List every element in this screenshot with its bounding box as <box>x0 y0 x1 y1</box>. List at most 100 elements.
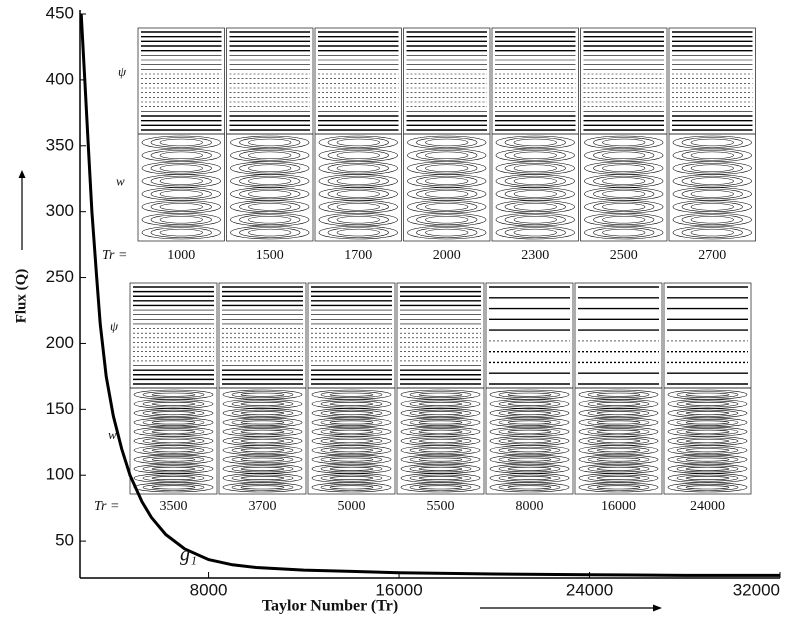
w-contour <box>409 391 472 399</box>
w-contour <box>239 214 301 225</box>
w-contour <box>685 476 730 481</box>
w-contour <box>507 466 552 471</box>
w-contour <box>320 483 383 491</box>
w-contour <box>240 476 285 481</box>
w-contour <box>151 439 196 443</box>
w-contour <box>240 439 285 443</box>
y-tick-label: 100 <box>46 465 74 484</box>
w-contour <box>690 177 734 185</box>
w-contour <box>596 429 641 434</box>
y-tick-label: 350 <box>46 135 74 154</box>
y-axis-label: Flux (Q) <box>13 269 29 324</box>
w-contour <box>495 225 575 240</box>
tr-value: 16000 <box>601 499 636 514</box>
y-tick-label: 300 <box>46 201 74 220</box>
w-contour <box>159 151 203 160</box>
tr-label: Tr = <box>102 248 127 263</box>
w-contour <box>513 138 557 147</box>
tr-value: 3700 <box>249 499 277 514</box>
w-contour <box>231 391 294 399</box>
w-contour <box>596 411 641 416</box>
w-contour <box>690 151 734 160</box>
w-contour <box>587 446 650 454</box>
w-contour <box>602 177 646 185</box>
w-contour <box>416 227 478 238</box>
w-contour <box>504 137 566 148</box>
tr-value: 1500 <box>256 248 284 263</box>
inset: ψ w Tr = 3500 3700 5000 5500 8000 16000 24000 <box>94 282 752 514</box>
w-contour <box>409 446 472 454</box>
w-contour <box>507 411 552 416</box>
w-contour <box>231 465 294 473</box>
w-contour <box>239 175 301 187</box>
w-contour <box>159 177 203 185</box>
w-contour <box>498 419 561 426</box>
w-contour <box>336 215 380 224</box>
w-contour <box>593 201 655 213</box>
w-contour <box>418 420 463 425</box>
w-contour <box>329 392 374 397</box>
w-contour <box>329 429 374 434</box>
w-contour <box>416 175 478 187</box>
w-contour <box>141 225 221 240</box>
tr-value: 8000 <box>516 499 544 514</box>
w-contour <box>676 446 739 454</box>
w-contour <box>142 465 205 473</box>
w-contour <box>425 151 469 160</box>
w-contour <box>593 175 655 187</box>
w-contour <box>676 428 739 436</box>
w-contour <box>507 392 552 397</box>
w-contour <box>507 457 552 462</box>
x-axis-label: Taylor Number (Tr) <box>262 598 398 615</box>
w-contour <box>593 214 655 225</box>
w-contour <box>151 429 196 434</box>
w-contour <box>151 420 196 425</box>
w-contour <box>418 485 463 490</box>
w-contour <box>320 409 383 417</box>
w-contour <box>489 482 570 493</box>
w-contour <box>240 466 285 471</box>
w-contour <box>513 151 557 160</box>
y-tick-label: 450 <box>46 3 74 22</box>
w-contour <box>672 225 752 240</box>
w-contour <box>240 485 285 490</box>
w-contour <box>320 465 383 473</box>
w-contour <box>150 188 212 200</box>
w-contour <box>513 164 557 172</box>
w-contour <box>685 420 730 425</box>
w-contour <box>418 466 463 471</box>
w-contour <box>151 457 196 462</box>
w-contour <box>311 482 392 493</box>
w-contour <box>596 420 641 425</box>
w-contour <box>513 215 557 224</box>
w-contour <box>231 409 294 417</box>
w-contour <box>150 227 212 238</box>
w-contour <box>507 429 552 434</box>
w-contour <box>596 439 641 443</box>
w-contour <box>418 429 463 434</box>
w-contour <box>425 190 469 198</box>
y-tick-label: 200 <box>46 333 74 352</box>
w-contour <box>498 446 561 454</box>
w-contour <box>681 201 743 213</box>
w-contour <box>507 401 552 406</box>
w-contour <box>504 175 566 187</box>
w-contour <box>587 483 650 491</box>
w-contour <box>425 164 469 172</box>
w-contour <box>593 227 655 238</box>
w-contour <box>231 400 294 408</box>
w-contour <box>690 164 734 172</box>
y-tick-label: 250 <box>46 267 74 286</box>
w-contour <box>587 465 650 473</box>
w-contour <box>159 138 203 147</box>
w-contour <box>578 482 659 493</box>
w-contour <box>409 474 472 482</box>
w-contour <box>239 201 301 213</box>
w-contour <box>425 177 469 185</box>
w-contour <box>425 203 469 211</box>
w-contour <box>142 400 205 408</box>
w-contour <box>685 411 730 416</box>
w-contour <box>513 203 557 211</box>
w-contour <box>327 175 389 187</box>
